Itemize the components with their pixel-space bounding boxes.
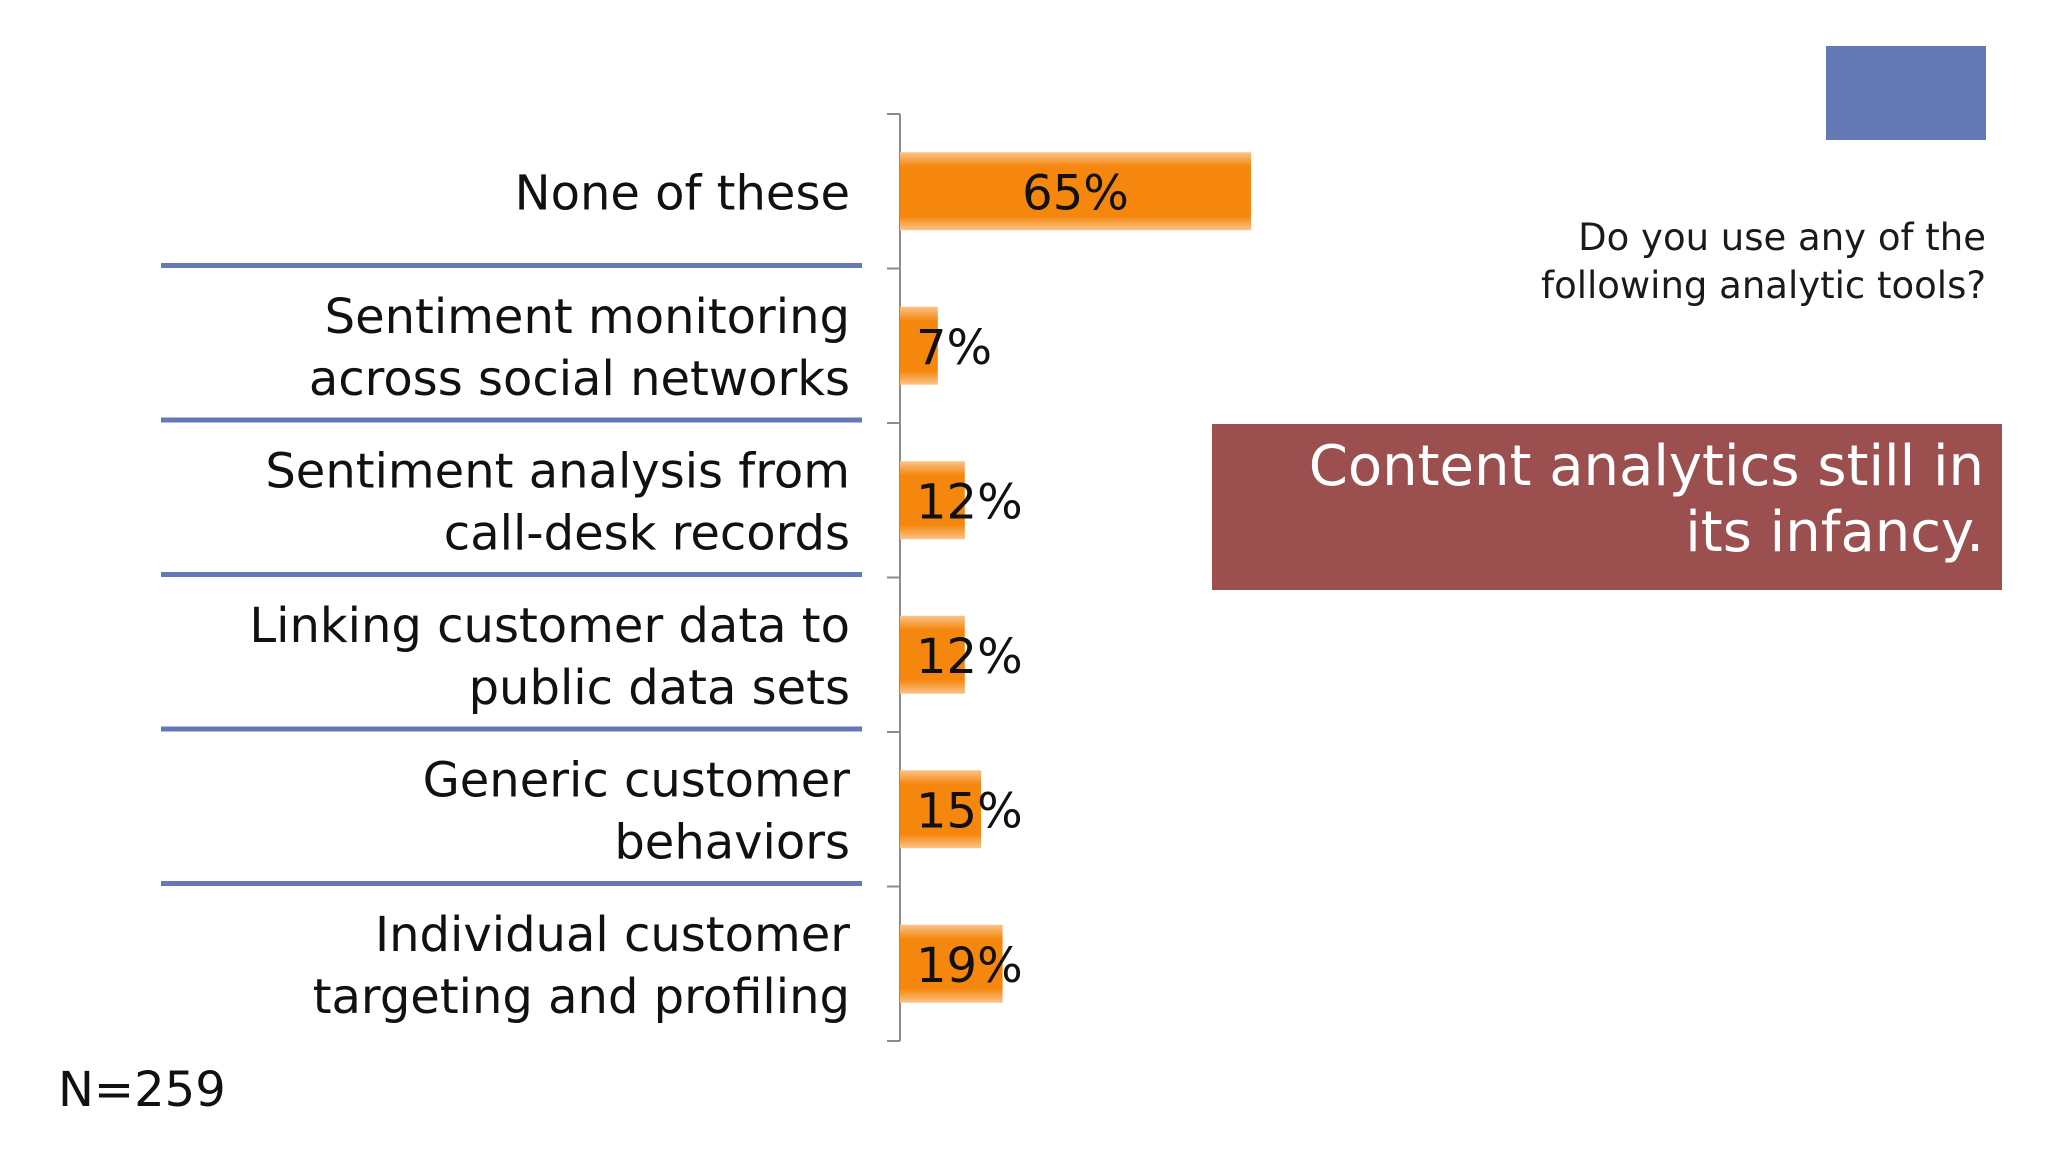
takeaway-text: Content analytics still in its infancy.	[1308, 434, 1984, 565]
bar	[900, 461, 965, 540]
data-label: 65%	[1022, 165, 1129, 221]
category-label: Linking customer data to	[249, 598, 850, 654]
bar	[900, 152, 1251, 231]
data-label: 19%	[916, 938, 1023, 994]
category-label: None of these	[515, 165, 850, 221]
data-labels: 65% 7% 12% 12% 15% 19%	[916, 165, 1129, 994]
data-label: 12%	[916, 629, 1023, 685]
bar	[900, 615, 965, 694]
category-separators	[161, 263, 862, 886]
bar	[900, 306, 938, 385]
category-label: Individual customer	[375, 907, 850, 963]
bar	[900, 770, 981, 849]
survey-question: Do you use any of the following analytic…	[1541, 216, 1986, 307]
category-label: public data sets	[469, 660, 850, 716]
category-labels: None of these Sentiment monitoring across …	[249, 165, 850, 1025]
category-label: behaviors	[614, 814, 850, 870]
category-label: across social networks	[309, 351, 850, 407]
category-label: targeting and profiling	[313, 969, 850, 1025]
data-label: 7%	[916, 320, 992, 376]
category-label: Sentiment analysis from	[265, 443, 850, 499]
bar	[900, 924, 1003, 1003]
data-label: 12%	[916, 474, 1023, 530]
data-label: 15%	[916, 783, 1023, 839]
category-axis	[887, 113, 901, 1042]
category-label: Sentiment monitoring	[325, 289, 850, 345]
accent-square	[1826, 46, 1986, 140]
category-label: Generic customer	[423, 752, 851, 808]
category-label: call-desk records	[444, 505, 850, 561]
sample-size: N=259	[58, 1062, 226, 1118]
bar-series	[900, 152, 1251, 1003]
takeaway-banner: Content analytics still in its infancy.	[1212, 424, 2002, 590]
